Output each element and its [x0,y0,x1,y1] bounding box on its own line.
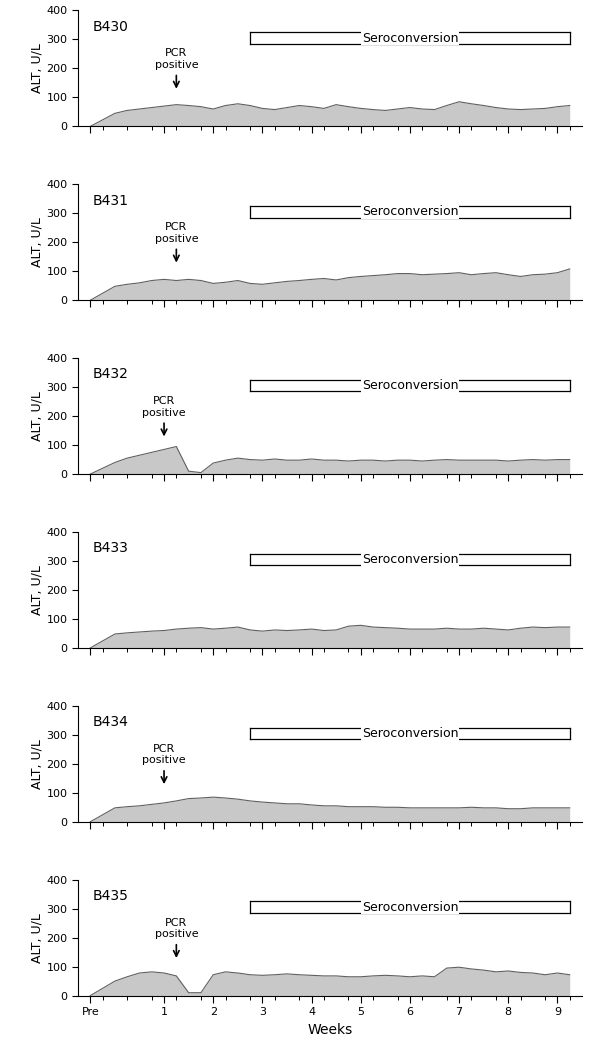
Text: Seroconversion: Seroconversion [362,553,458,566]
Text: Seroconversion: Seroconversion [362,900,458,914]
Text: B431: B431 [93,194,129,208]
Y-axis label: ALT, U/L: ALT, U/L [31,391,44,441]
Y-axis label: ALT, U/L: ALT, U/L [31,43,44,93]
Text: Seroconversion: Seroconversion [362,31,458,44]
Text: PCR
positive: PCR positive [155,917,198,956]
Text: Seroconversion: Seroconversion [362,727,458,740]
Text: PCR
positive: PCR positive [142,744,186,783]
Text: B430: B430 [93,20,129,34]
Y-axis label: ALT, U/L: ALT, U/L [31,217,44,267]
Text: B433: B433 [93,541,129,555]
Text: PCR
positive: PCR positive [142,396,186,435]
Text: PCR
positive: PCR positive [155,222,198,261]
Text: B432: B432 [93,368,129,381]
X-axis label: Weeks: Weeks [307,1023,353,1036]
Text: Seroconversion: Seroconversion [362,379,458,392]
Y-axis label: ALT, U/L: ALT, U/L [31,739,44,789]
Text: B434: B434 [93,715,129,729]
Y-axis label: ALT, U/L: ALT, U/L [31,565,44,615]
Text: PCR
positive: PCR positive [155,48,198,87]
Y-axis label: ALT, U/L: ALT, U/L [31,913,44,963]
Text: B435: B435 [93,889,129,903]
Text: Seroconversion: Seroconversion [362,205,458,218]
